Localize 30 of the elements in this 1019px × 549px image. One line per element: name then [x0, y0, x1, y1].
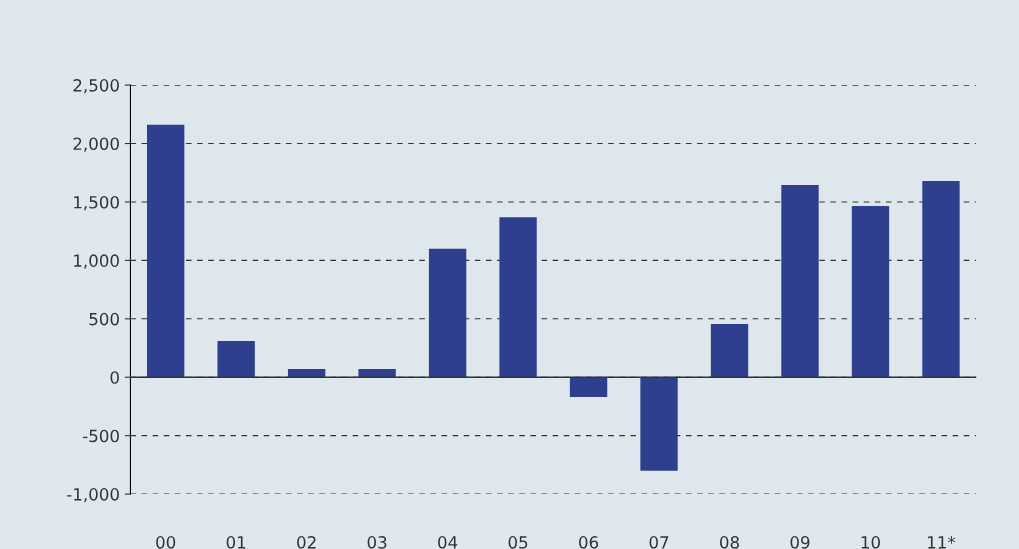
x-tick-label: 09 [790, 536, 810, 549]
x-tick-label: 04 [438, 536, 458, 549]
bar [851, 206, 890, 378]
bar [781, 185, 819, 378]
bar [428, 248, 467, 378]
bar [217, 341, 255, 378]
bar [710, 324, 749, 378]
y-tick-label: 1,000 [74, 254, 119, 269]
x-tick-label: 11* [928, 536, 956, 549]
x-tick-label: 07 [649, 536, 669, 549]
bar [499, 217, 537, 378]
x-tick-label: 00 [156, 536, 176, 549]
x-tick-label: 05 [508, 536, 528, 549]
x-tick-label: 03 [367, 536, 387, 549]
y-tick-label: 2,500 [73, 79, 119, 94]
x-tick-label: 01 [226, 536, 246, 549]
y-tick-label: -1,000 [67, 488, 119, 503]
bar [146, 124, 185, 378]
x-tick-label: 10 [861, 536, 880, 549]
y-tick-label: 0 [110, 371, 119, 384]
bar [640, 377, 678, 471]
y-tick-label: 500 [89, 312, 119, 326]
y-tick-label: -500 [83, 429, 119, 443]
x-tick-label: 06 [579, 536, 599, 549]
x-tick-label: 02 [297, 536, 316, 549]
y-tick-label: 1,500 [74, 195, 119, 211]
y-tick-label: 2,000 [73, 137, 119, 152]
bar [569, 377, 608, 398]
bar [922, 180, 960, 378]
x-tick-label: 08 [720, 536, 739, 549]
